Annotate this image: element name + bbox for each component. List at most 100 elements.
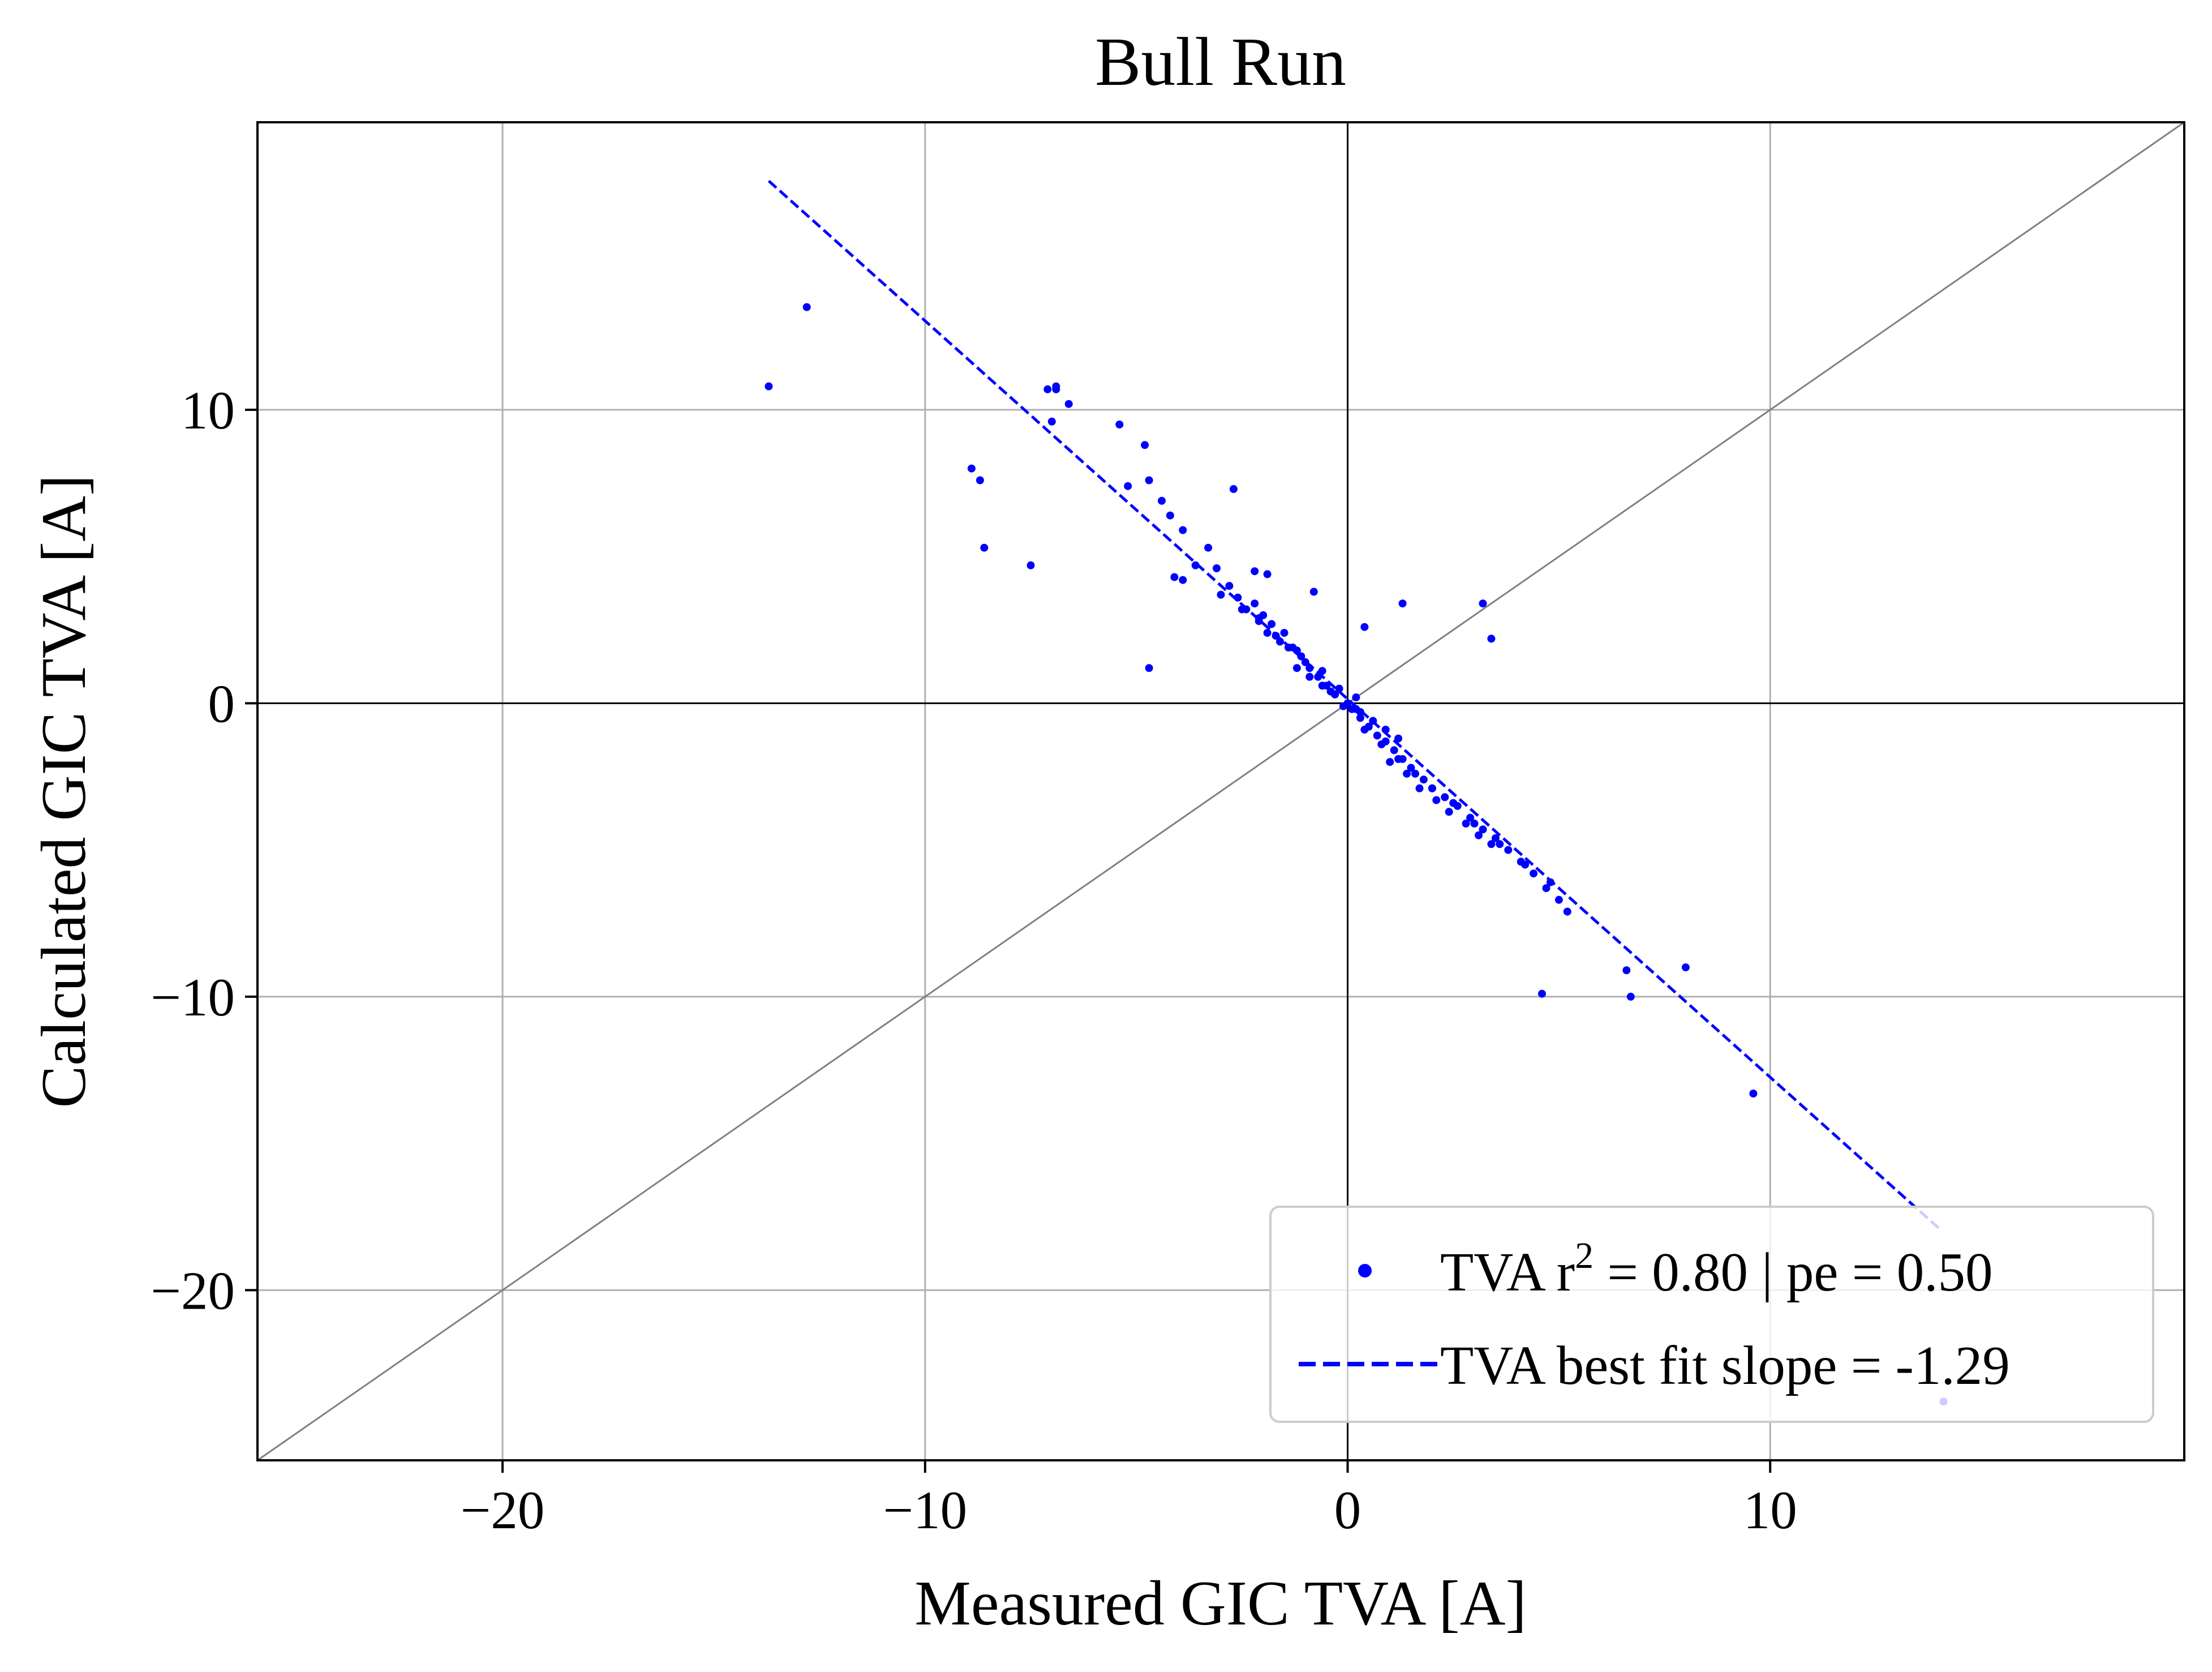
data-point <box>1419 775 1428 784</box>
data-point <box>1166 511 1174 520</box>
data-point <box>1441 793 1449 801</box>
data-point <box>1280 629 1288 637</box>
data-point <box>1360 726 1369 734</box>
data-point <box>1681 963 1690 972</box>
data-point <box>980 543 989 552</box>
data-point <box>1487 634 1496 643</box>
data-point <box>1626 992 1635 1001</box>
data-point <box>1331 690 1339 698</box>
data-point <box>1496 840 1504 848</box>
y-tick-label: −10 <box>151 967 235 1027</box>
data-point <box>1251 567 1259 576</box>
legend-scatter-prefix: TVA r <box>1440 1242 1575 1302</box>
legend-marker-scatter <box>1358 1264 1372 1277</box>
data-point <box>1309 588 1318 596</box>
data-point <box>1356 714 1364 722</box>
legend-scatter-superscript: 2 <box>1575 1235 1594 1276</box>
data-point <box>1445 808 1453 816</box>
data-point <box>1217 590 1225 599</box>
data-point <box>1339 702 1347 710</box>
legend-label-fit: TVA best fit slope = -1.29 <box>1440 1335 2010 1396</box>
data-point <box>1213 564 1221 572</box>
data-point <box>1276 637 1284 646</box>
data-point <box>1047 417 1056 426</box>
data-point <box>1179 576 1187 584</box>
data-point <box>1251 599 1259 608</box>
data-point <box>1394 755 1403 763</box>
data-point <box>1479 825 1487 834</box>
data-point <box>1052 385 1060 393</box>
data-point <box>1124 482 1132 490</box>
data-point <box>1263 629 1272 637</box>
data-point <box>1377 740 1386 749</box>
data-point <box>1263 570 1272 578</box>
legend-label-scatter: TVA r2 = 0.80 | pe = 0.50 <box>1440 1235 1992 1302</box>
data-point <box>1466 813 1475 822</box>
best-fit-line <box>767 179 1940 1230</box>
data-point <box>1043 385 1052 393</box>
data-point <box>1318 681 1326 690</box>
y-tick-label: 10 <box>181 380 235 440</box>
legend-box <box>1269 1206 2154 1423</box>
data-point <box>976 476 984 485</box>
data-point <box>1407 764 1415 772</box>
data-point <box>1373 731 1381 740</box>
data-point <box>1141 441 1149 449</box>
x-axis-label: Measured GIC TVA [A] <box>914 1568 1527 1639</box>
data-point <box>1225 582 1234 590</box>
identity-line <box>257 121 2185 1461</box>
data-point <box>1491 834 1500 842</box>
data-point <box>1352 693 1360 702</box>
legend: TVA r2 = 0.80 | pe = 0.50 TVA best fit s… <box>1269 1206 2154 1423</box>
data-point <box>1394 734 1403 743</box>
data-point <box>1411 769 1419 778</box>
x-tick-label: −10 <box>883 1480 968 1540</box>
data-points <box>764 303 1948 1406</box>
data-point <box>1390 746 1398 754</box>
data-point <box>1145 476 1153 485</box>
y-tick-label: −20 <box>151 1261 235 1321</box>
data-point <box>1542 884 1550 893</box>
data-point <box>1622 966 1631 975</box>
x-tick-label: 10 <box>1743 1480 1797 1540</box>
data-point <box>764 382 773 391</box>
data-point <box>1386 758 1394 766</box>
data-point <box>1554 895 1563 904</box>
chart-title: Bull Run <box>1095 24 1346 100</box>
data-point <box>1449 799 1458 807</box>
data-point <box>1026 561 1035 569</box>
x-tick-label: −20 <box>461 1480 545 1540</box>
data-point <box>1179 526 1187 534</box>
data-point <box>1470 820 1479 828</box>
data-point <box>1204 543 1213 552</box>
data-point <box>1115 421 1124 428</box>
y-axis-label: Calculated GIC TVA [A] <box>29 475 99 1108</box>
best-fit-line-path <box>767 179 1940 1230</box>
data-point <box>1462 820 1470 828</box>
data-point <box>1292 664 1301 672</box>
data-point <box>1563 907 1571 916</box>
data-point <box>1432 796 1441 804</box>
data-point <box>1428 784 1436 792</box>
data-point <box>1335 684 1343 693</box>
data-point <box>1521 860 1530 869</box>
data-point <box>1360 623 1369 631</box>
data-point <box>802 303 811 311</box>
x-tick-label: 0 <box>1334 1480 1361 1540</box>
data-point <box>1475 831 1483 839</box>
data-point <box>1415 784 1424 792</box>
data-point <box>1158 496 1166 505</box>
data-point <box>1268 620 1276 628</box>
data-point <box>1749 1090 1758 1097</box>
data-point <box>1538 989 1546 998</box>
data-point <box>1530 869 1538 878</box>
data-point <box>967 464 976 473</box>
data-point <box>1487 840 1496 848</box>
data-point <box>1305 672 1314 681</box>
data-point <box>1479 599 1487 608</box>
plot-frame <box>256 121 2185 1461</box>
data-point <box>1504 846 1513 854</box>
data-point <box>1403 769 1411 778</box>
